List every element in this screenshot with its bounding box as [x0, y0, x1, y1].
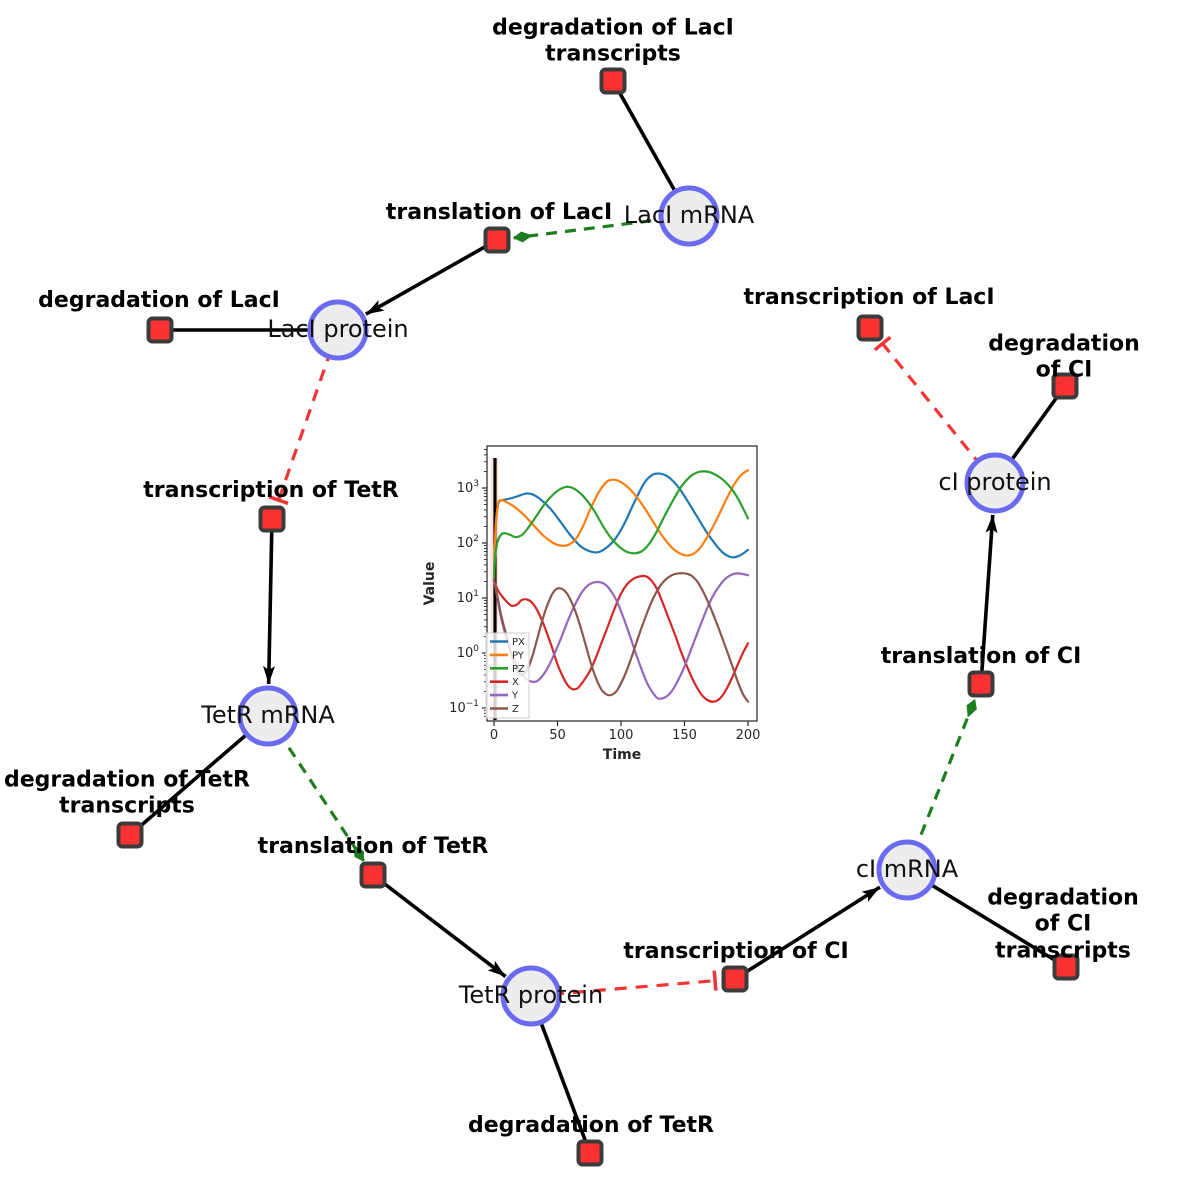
y-tick-label: 101 — [457, 589, 479, 606]
edge-inhibition-tetr-protein-to-transcription-of-ci — [530, 970, 718, 998]
edge-modifier-ci-mrna-to-translation-of-ci — [905, 698, 977, 871]
y-tick-label: 10−1 — [449, 699, 479, 716]
species-node-laci-mrna — [658, 185, 720, 247]
series-line-Z — [492, 572, 750, 703]
reaction-node-degradation-of-ci — [1051, 372, 1079, 400]
edge-production-translation-of-tetr-to-tetr-protein — [371, 873, 507, 978]
legend-label-Z: Z — [512, 704, 519, 715]
reaction-node-translation-of-ci — [967, 670, 995, 698]
reaction-node-translation-of-tetr — [359, 861, 387, 889]
x-tick-label: 50 — [549, 728, 566, 743]
species-node-tetr-protein — [500, 965, 562, 1027]
species-node-tetr-mrna — [237, 685, 299, 747]
reaction-node-transcription-of-laci — [856, 314, 884, 342]
x-axis-label: Time — [603, 747, 641, 763]
simulation-plot: 0 50 100 150 20010−1100101102103TimeValuePXP… — [422, 445, 761, 763]
series-line-PY — [492, 469, 750, 583]
axes-frame — [486, 445, 758, 722]
edge-production-translation-of-laci-to-laci-protein — [364, 238, 498, 316]
reaction-node-degradation-of-laci — [146, 316, 174, 344]
edge-production-translation-of-ci-to-ci-protein — [979, 514, 998, 685]
legend-label-Y: Y — [511, 691, 519, 702]
x-tick-label: 0 — [490, 728, 498, 743]
series-line-Y — [492, 572, 750, 700]
series-line-X — [492, 574, 750, 703]
x-tick-label: 150 — [672, 728, 697, 743]
y-tick-label: 103 — [457, 479, 479, 496]
nodes-layer — [116, 67, 1080, 1167]
species-node-ci-protein — [964, 452, 1026, 514]
edge-production-transcription-of-tetr-to-tetr-mrna — [263, 518, 276, 685]
y-axis-label: Value — [422, 562, 438, 606]
plot-series-layer — [492, 469, 750, 703]
reaction-node-transcription-of-ci — [721, 965, 749, 993]
species-node-ci-mrna — [876, 839, 938, 901]
legend-label-PY: PY — [512, 650, 525, 661]
reaction-node-degradation-of-laci-transcripts — [599, 67, 627, 95]
legend-label-PX: PX — [512, 637, 525, 648]
species-node-laci-protein — [307, 299, 369, 361]
legend-label-X: X — [512, 677, 519, 688]
edge-production-transcription-of-ci-to-ci-mrna — [734, 885, 881, 981]
series-line-PZ — [492, 470, 750, 583]
plot-legend: PX PY PZ XYZ — [485, 632, 530, 719]
x-tick-label: 100 — [609, 728, 634, 743]
reaction-node-degradation-of-tetr-transcripts — [116, 821, 144, 849]
y-tick-label: 102 — [457, 534, 479, 551]
legend-box — [485, 632, 530, 719]
reaction-node-translation-of-laci — [483, 226, 511, 254]
x-tick-label: 200 — [736, 728, 761, 743]
reaction-node-degradation-of-ci-transcripts — [1052, 953, 1080, 981]
reaction-node-degradation-of-tetr — [576, 1139, 604, 1167]
edge-consumption-ci-mrna-to-degradation-of-ci-transcripts — [906, 868, 1067, 969]
legend-label-PZ: PZ — [512, 664, 525, 675]
y-tick-label: 100 — [457, 644, 480, 661]
series-line-PX — [492, 472, 750, 583]
reaction-node-transcription-of-tetr — [258, 505, 286, 533]
